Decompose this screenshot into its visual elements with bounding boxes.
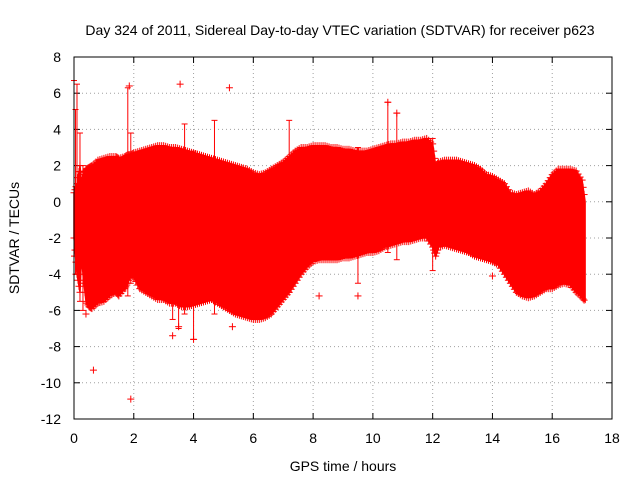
envelope-upper-marker xyxy=(80,169,88,177)
envelope-upper-marker xyxy=(579,183,587,191)
envelope-lower-marker xyxy=(121,285,129,293)
error-bar-spike xyxy=(429,137,436,272)
envelope-lower-marker xyxy=(83,299,91,307)
outlier-point xyxy=(89,366,97,374)
envelope-lower-marker xyxy=(134,281,142,289)
envelope-lower-marker xyxy=(132,277,140,285)
error-bar-spike xyxy=(124,87,131,297)
envelope-upper-marker xyxy=(580,191,588,199)
envelope-lower-marker xyxy=(580,296,588,304)
envelope-lower-marker xyxy=(130,274,138,282)
envelope-upper-marker xyxy=(578,176,586,184)
y-tick-label: -12 xyxy=(41,411,61,427)
y-axis-label: SDTVAR / TECUs xyxy=(6,182,22,294)
error-bar-spike xyxy=(181,123,188,315)
error-bar-spike xyxy=(211,119,218,315)
outlier-point xyxy=(393,109,401,117)
chart-title: Day 324 of 2011, Sidereal Day-to-day VTE… xyxy=(85,22,594,38)
envelope-lower-marker xyxy=(579,295,587,303)
y-tick-label: 8 xyxy=(53,49,61,65)
x-tick-label: 18 xyxy=(604,430,620,446)
outlier-point xyxy=(82,310,90,318)
y-tick-label: -8 xyxy=(49,339,62,355)
envelope-lower-marker xyxy=(75,282,83,290)
envelope-lower-marker xyxy=(434,246,442,254)
envelope-lower-marker xyxy=(432,252,440,260)
plot-frame xyxy=(73,56,613,420)
x-tick-label: 8 xyxy=(309,430,317,446)
outlier-point xyxy=(190,335,198,343)
outlier-point xyxy=(488,272,496,280)
envelope-lower-marker xyxy=(114,291,122,299)
x-tick-label: 16 xyxy=(544,430,560,446)
data-layer xyxy=(70,80,588,403)
envelope-lower-marker xyxy=(77,252,85,260)
tick-labels: 0 2 4 6 8 10 12 14 16 18 -12 -10 -8 -6 -4 -2 0 2 4 6 8 xyxy=(41,49,620,446)
y-tick-label: -10 xyxy=(41,375,61,391)
y-tick-label: -6 xyxy=(49,302,62,318)
y-tick-label: 6 xyxy=(53,85,61,101)
x-tick-label: 2 xyxy=(130,430,138,446)
error-bar-spike xyxy=(79,165,86,311)
y-tick-label: 2 xyxy=(53,158,61,174)
envelope-lower-marker xyxy=(123,281,131,289)
error-bar-spike xyxy=(354,147,361,284)
y-tick-label: -4 xyxy=(49,266,62,282)
y-tick-label: 4 xyxy=(53,121,61,137)
outlier-point xyxy=(384,98,392,106)
error-bar-spike xyxy=(169,147,176,320)
x-tick-label: 0 xyxy=(70,430,78,446)
outlier-point xyxy=(169,332,177,340)
error-bar-spike xyxy=(76,132,83,302)
x-tick-label: 12 xyxy=(425,430,441,446)
outlier-point xyxy=(225,84,233,92)
envelope-lower-marker xyxy=(80,279,88,287)
outlier-point xyxy=(125,82,133,90)
x-tick-label: 4 xyxy=(190,430,198,446)
outlier-point xyxy=(175,323,183,331)
envelope-upper-marker xyxy=(430,147,438,155)
x-axis-label: GPS time / hours xyxy=(290,458,397,474)
envelope-lower-marker xyxy=(82,297,90,305)
envelope-upper-marker xyxy=(434,159,442,167)
x-tick-label: 14 xyxy=(485,430,501,446)
error-bar-spike xyxy=(286,119,293,293)
y-tick-label: 0 xyxy=(53,194,61,210)
outlier-point xyxy=(176,80,184,88)
envelope-lower-marker xyxy=(433,249,441,257)
error-bar-spike xyxy=(127,132,134,284)
outlier-point xyxy=(315,292,323,300)
y-tick-label: -2 xyxy=(49,230,62,246)
outlier-point xyxy=(127,395,135,403)
outlier-point xyxy=(228,323,236,331)
envelope-lower-marker xyxy=(87,304,95,312)
x-tick-label: 6 xyxy=(249,430,257,446)
x-tick-label: 10 xyxy=(365,430,381,446)
error-bar-spike xyxy=(73,83,80,275)
outlier-point xyxy=(354,292,362,300)
